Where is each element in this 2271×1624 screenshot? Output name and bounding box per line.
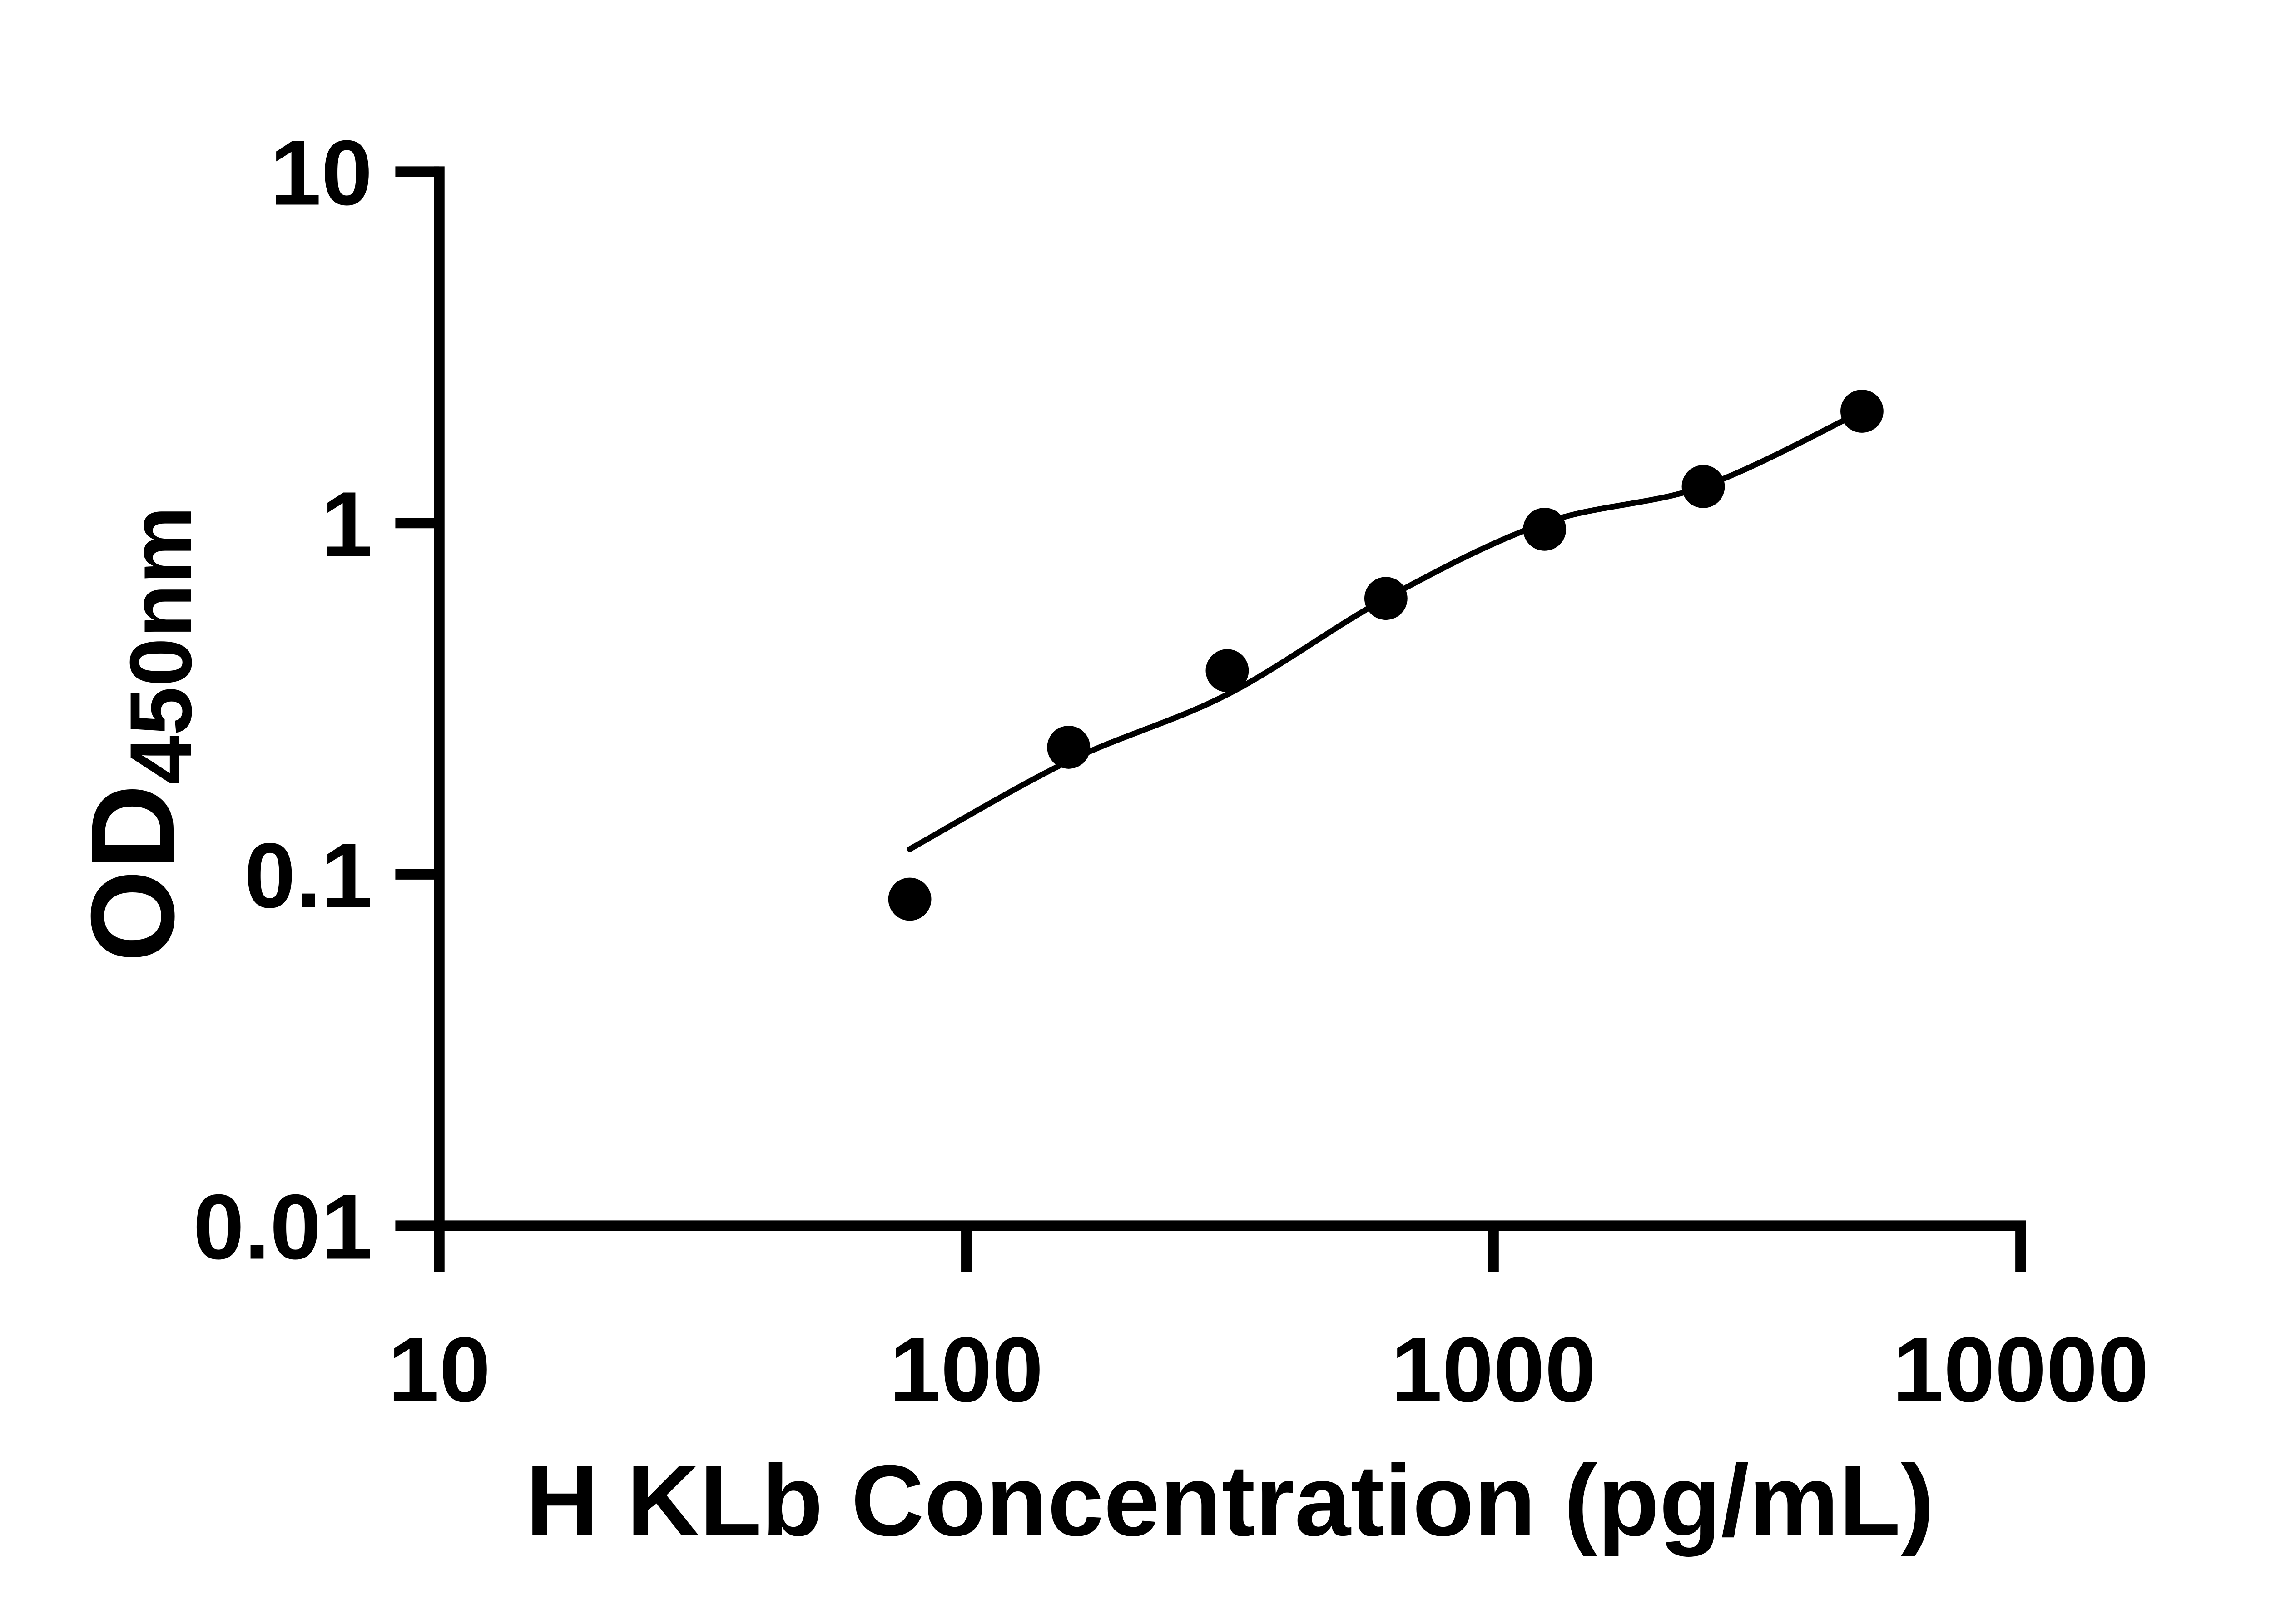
data-point (1364, 577, 1408, 620)
y-tick-label: 10 (270, 121, 372, 224)
data-points-layer (888, 390, 1884, 921)
data-point (1523, 507, 1567, 551)
x-tick-label: 1000 (1391, 1318, 1596, 1421)
y-tick-label: 1 (321, 473, 372, 576)
y-tick-label: 0.1 (244, 824, 372, 927)
data-point (1840, 390, 1884, 433)
axes-layer (395, 166, 2026, 1272)
data-point (1047, 726, 1091, 769)
y-axis-title-subscript: 450nm (112, 506, 210, 784)
y-axis-title: OD450nm (67, 506, 210, 962)
data-point (888, 877, 932, 921)
x-tick-label: 100 (889, 1318, 1043, 1421)
data-point (1681, 465, 1725, 508)
tick-labels-layer: 10 100 1000 10000 0.01 0.1 1 10 (193, 121, 2149, 1421)
y-tick-label: 0.01 (193, 1176, 372, 1279)
x-tick-label: 10000 (1892, 1318, 2149, 1421)
y-axis-title-main: OD (67, 784, 199, 962)
data-point (1205, 649, 1249, 693)
x-tick-label: 10 (388, 1318, 491, 1421)
x-axis-title: H KLb Concentration (pg/mL) (526, 1445, 1934, 1557)
